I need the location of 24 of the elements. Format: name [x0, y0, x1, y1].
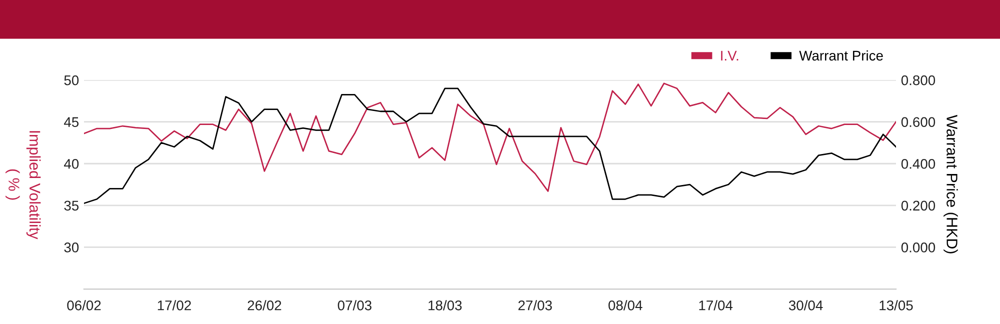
x-tick-label: 07/03: [338, 300, 372, 310]
x-tick-label: 06/02: [67, 300, 101, 310]
y2-tick-label: 0.200: [901, 200, 936, 211]
x-tick-label: 17/04: [699, 300, 733, 310]
x-tick-label: 17/02: [158, 300, 191, 310]
x-tick-label: 27/03: [518, 300, 552, 310]
y2-tick-label: 0.800: [901, 75, 936, 86]
legend-label: I.V.: [721, 50, 738, 60]
legend-label: Warrant Price: [799, 50, 883, 61]
y2-tick-label: 0.000: [901, 242, 936, 252]
y-axis-title: Implied Volatility ( % ): [6, 131, 41, 240]
y2-axis-title: Warrant Price (HKD): [944, 114, 958, 254]
y-tick-label: 30: [64, 242, 79, 252]
x-tick-label: 08/04: [608, 300, 642, 310]
x-tick-label: 13/05: [880, 300, 913, 310]
y-tick-label: 50: [64, 75, 79, 86]
y-tick-label: 45: [64, 117, 79, 127]
x-tick-label: 30/04: [788, 300, 823, 310]
y-tick-label: 35: [64, 200, 79, 211]
x-tick-label: 18/03: [428, 300, 462, 310]
x-tick-label: 26/02: [248, 300, 282, 310]
y2-tick-label: 0.400: [901, 158, 936, 169]
y-tick-label: 40: [64, 158, 79, 169]
y2-tick-label: 0.600: [901, 117, 936, 127]
